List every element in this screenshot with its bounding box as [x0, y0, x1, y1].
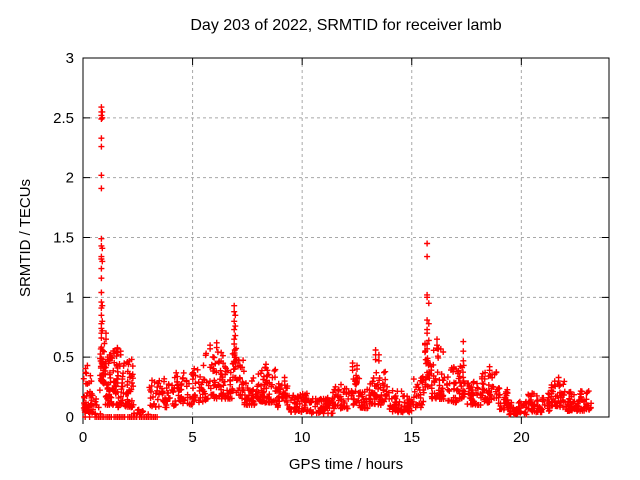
y-tick-label: 0 — [66, 409, 74, 426]
y-tick-label: 0.5 — [53, 349, 74, 366]
gridlines — [83, 58, 609, 417]
chart-title: Day 203 of 2022, SRMTID for receiver lam… — [190, 17, 501, 34]
y-tick-label: 1 — [66, 289, 74, 306]
y-axis-label: SRMTID / TECUs — [17, 179, 34, 297]
x-tick-label: 5 — [188, 429, 196, 446]
y-tick-label: 1.5 — [53, 230, 74, 247]
x-tick-label: 10 — [294, 429, 311, 446]
x-tick-label: 20 — [513, 429, 530, 446]
x-tick-label: 0 — [79, 429, 87, 446]
y-tick-label: 2 — [66, 170, 74, 187]
y-tick-label: 2.5 — [53, 110, 74, 127]
x-tick-label: 15 — [403, 429, 420, 446]
x-axis-label: GPS time / hours — [289, 456, 403, 473]
axis-ticks — [82, 57, 609, 424]
scatter-points — [80, 104, 595, 420]
y-tick-label: 3 — [66, 50, 74, 67]
